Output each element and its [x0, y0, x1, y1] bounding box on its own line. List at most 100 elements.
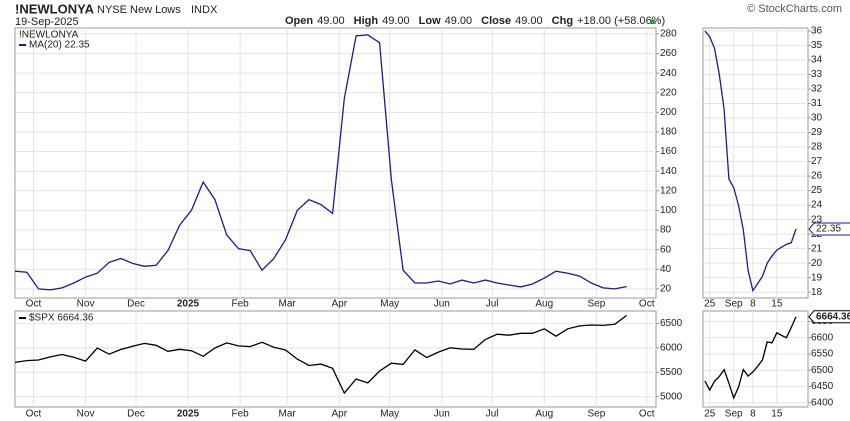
- symbol-name: NYSE New Lows: [97, 4, 181, 16]
- x-tick-label: Apr: [331, 299, 347, 310]
- up-arrow: [649, 18, 656, 24]
- date: 19-Sep-2025: [15, 16, 79, 28]
- price-tag: [808, 222, 850, 236]
- x-tick-label: Sep: [587, 409, 605, 420]
- y-tick-label: 5500: [660, 367, 683, 378]
- y-tick-label: 220: [660, 87, 677, 98]
- y-tick-label: 27: [811, 156, 823, 167]
- panel-frame: [14, 310, 657, 408]
- x-tick-label: Dec: [127, 299, 145, 310]
- legend-label: $SPX 6664.36: [29, 313, 94, 324]
- y-tick-label: 31: [811, 98, 823, 109]
- y-tick-label: 33: [811, 69, 823, 80]
- x-tick-label: Oct: [26, 409, 42, 420]
- panel-frame: [702, 27, 809, 299]
- price-tag-label: 22.35: [816, 224, 841, 235]
- y-tick-label: 6000: [660, 342, 683, 353]
- x-tick-label: Feb: [231, 409, 249, 420]
- y-tick-label: 29: [811, 127, 823, 138]
- y-tick-label: 24: [811, 200, 823, 211]
- x-tick-label: Nov: [77, 299, 95, 310]
- y-tick-label: 6500: [660, 318, 683, 329]
- y-tick-label: 6550: [811, 349, 834, 360]
- x-tick-label: 8: [750, 299, 756, 310]
- y-tick-label: 6400: [811, 397, 834, 408]
- panel-frame: [14, 27, 657, 299]
- x-tick-label: 25: [704, 299, 716, 310]
- y-tick-label: 240: [660, 68, 677, 79]
- x-tick-label: Dec: [127, 409, 145, 420]
- x-tick-label: Jul: [486, 299, 499, 310]
- x-tick-label: 25: [704, 409, 716, 420]
- y-tick-label: 25: [811, 185, 823, 196]
- y-tick-label: 35: [811, 40, 823, 51]
- copyright: © StockCharts.com: [747, 3, 842, 15]
- y-tick-label: 160: [660, 146, 677, 157]
- quote-label: Chg: [552, 15, 573, 27]
- x-tick-label: Oct: [639, 299, 655, 310]
- data-line: [704, 30, 797, 293]
- x-tick-label: Nov: [77, 409, 95, 420]
- quote-value: 49.00: [382, 15, 410, 27]
- quote-value: +18.00 (+58.06%): [577, 15, 665, 27]
- x-tick-label: 2025: [177, 299, 200, 310]
- y-tick-label: 36: [811, 26, 823, 37]
- price-tag-label: 6664.36: [816, 311, 850, 322]
- x-tick-label: 2025: [177, 409, 200, 420]
- y-tick-label: 180: [660, 127, 677, 138]
- exchange: INDX: [191, 4, 218, 16]
- legend-title: !NEWLONYA: [19, 30, 79, 41]
- x-tick-label: Mar: [279, 299, 297, 310]
- quote-value: 49.00: [445, 15, 473, 27]
- y-tick-label: 80: [660, 225, 672, 236]
- price-tag: [808, 310, 850, 324]
- y-tick-label: 120: [660, 185, 677, 196]
- y-tick-label: 19: [811, 272, 823, 283]
- x-tick-label: 15: [771, 299, 783, 310]
- y-tick-label: 40: [660, 264, 672, 275]
- y-tick-label: 140: [660, 166, 677, 177]
- y-tick-label: 280: [660, 29, 677, 40]
- y-tick-label: 18: [811, 287, 823, 298]
- x-tick-label: May: [380, 299, 399, 310]
- y-tick-label: 6500: [811, 365, 834, 376]
- y-tick-label: 26: [811, 171, 823, 182]
- x-tick-label: Sep: [725, 409, 743, 420]
- x-tick-label: Feb: [231, 299, 249, 310]
- y-tick-label: 200: [660, 107, 677, 118]
- x-tick-label: 15: [771, 409, 783, 420]
- quote-value: 49.00: [515, 15, 543, 27]
- y-tick-label: 20: [660, 284, 672, 295]
- x-tick-label: 8: [750, 409, 756, 420]
- legend-label: MA(20) 22.35: [29, 40, 90, 51]
- quote-label: Low: [419, 15, 441, 27]
- x-tick-label: Jun: [434, 299, 450, 310]
- y-tick-label: 32: [811, 84, 823, 95]
- symbol: !NEWLONYA: [15, 1, 95, 16]
- x-tick-label: Mar: [279, 409, 297, 420]
- x-tick-label: Oct: [639, 409, 655, 420]
- x-tick-label: Oct: [26, 299, 42, 310]
- y-tick-label: 6450: [811, 381, 834, 392]
- y-tick-label: 6600: [811, 332, 834, 343]
- quote: Open 49.00 High 49.00 Low 49.00 Close 49.00 Chg +…: [285, 15, 665, 27]
- y-tick-label: 20: [811, 258, 823, 269]
- x-tick-label: May: [380, 409, 399, 420]
- x-tick-label: Jun: [434, 409, 450, 420]
- panel-frame: [702, 310, 809, 408]
- y-tick-label: 23: [811, 214, 823, 225]
- y-tick-label: 60: [660, 244, 672, 255]
- y-tick-label: 34: [811, 55, 823, 66]
- quote-value: 49.00: [317, 15, 345, 27]
- quote-label: Close: [481, 15, 511, 27]
- data-line: [14, 34, 627, 291]
- quote-label: High: [354, 15, 379, 27]
- x-tick-label: Apr: [331, 409, 347, 420]
- y-tick-label: 21: [811, 243, 823, 254]
- y-tick-label: 5000: [660, 391, 683, 402]
- y-tick-label: 260: [660, 48, 677, 59]
- data-line: [14, 314, 627, 395]
- y-tick-label: 30: [811, 113, 823, 124]
- y-tick-label: 100: [660, 205, 677, 216]
